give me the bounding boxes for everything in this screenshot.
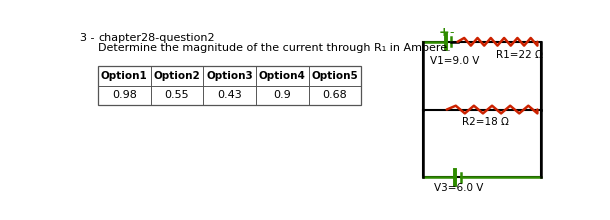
Text: Option3: Option3 bbox=[206, 71, 253, 81]
Text: Option2: Option2 bbox=[154, 71, 200, 81]
Text: V1=9.0 V: V1=9.0 V bbox=[429, 56, 479, 66]
Text: 0.68: 0.68 bbox=[323, 90, 348, 100]
Bar bbox=[98, 66, 362, 105]
Text: 0.9: 0.9 bbox=[273, 90, 292, 100]
Text: -: - bbox=[450, 26, 454, 40]
Text: 3 -: 3 - bbox=[80, 33, 95, 42]
Bar bbox=[423, 42, 541, 177]
Text: +: + bbox=[439, 26, 450, 40]
Text: R2=18 Ω: R2=18 Ω bbox=[462, 117, 509, 127]
Text: 0.98: 0.98 bbox=[112, 90, 137, 100]
Text: R1=22 Ω: R1=22 Ω bbox=[496, 50, 543, 59]
Text: Option5: Option5 bbox=[312, 71, 359, 81]
Text: 0.43: 0.43 bbox=[217, 90, 242, 100]
Text: chapter28-question2: chapter28-question2 bbox=[98, 33, 215, 42]
Text: Option1: Option1 bbox=[101, 71, 148, 81]
Text: V3=6.0 V: V3=6.0 V bbox=[434, 183, 483, 193]
Text: Option4: Option4 bbox=[259, 71, 306, 81]
Text: Determine the magnitude of the current through R₁ in Ampere.: Determine the magnitude of the current t… bbox=[98, 43, 451, 53]
Text: 0.55: 0.55 bbox=[165, 90, 189, 100]
